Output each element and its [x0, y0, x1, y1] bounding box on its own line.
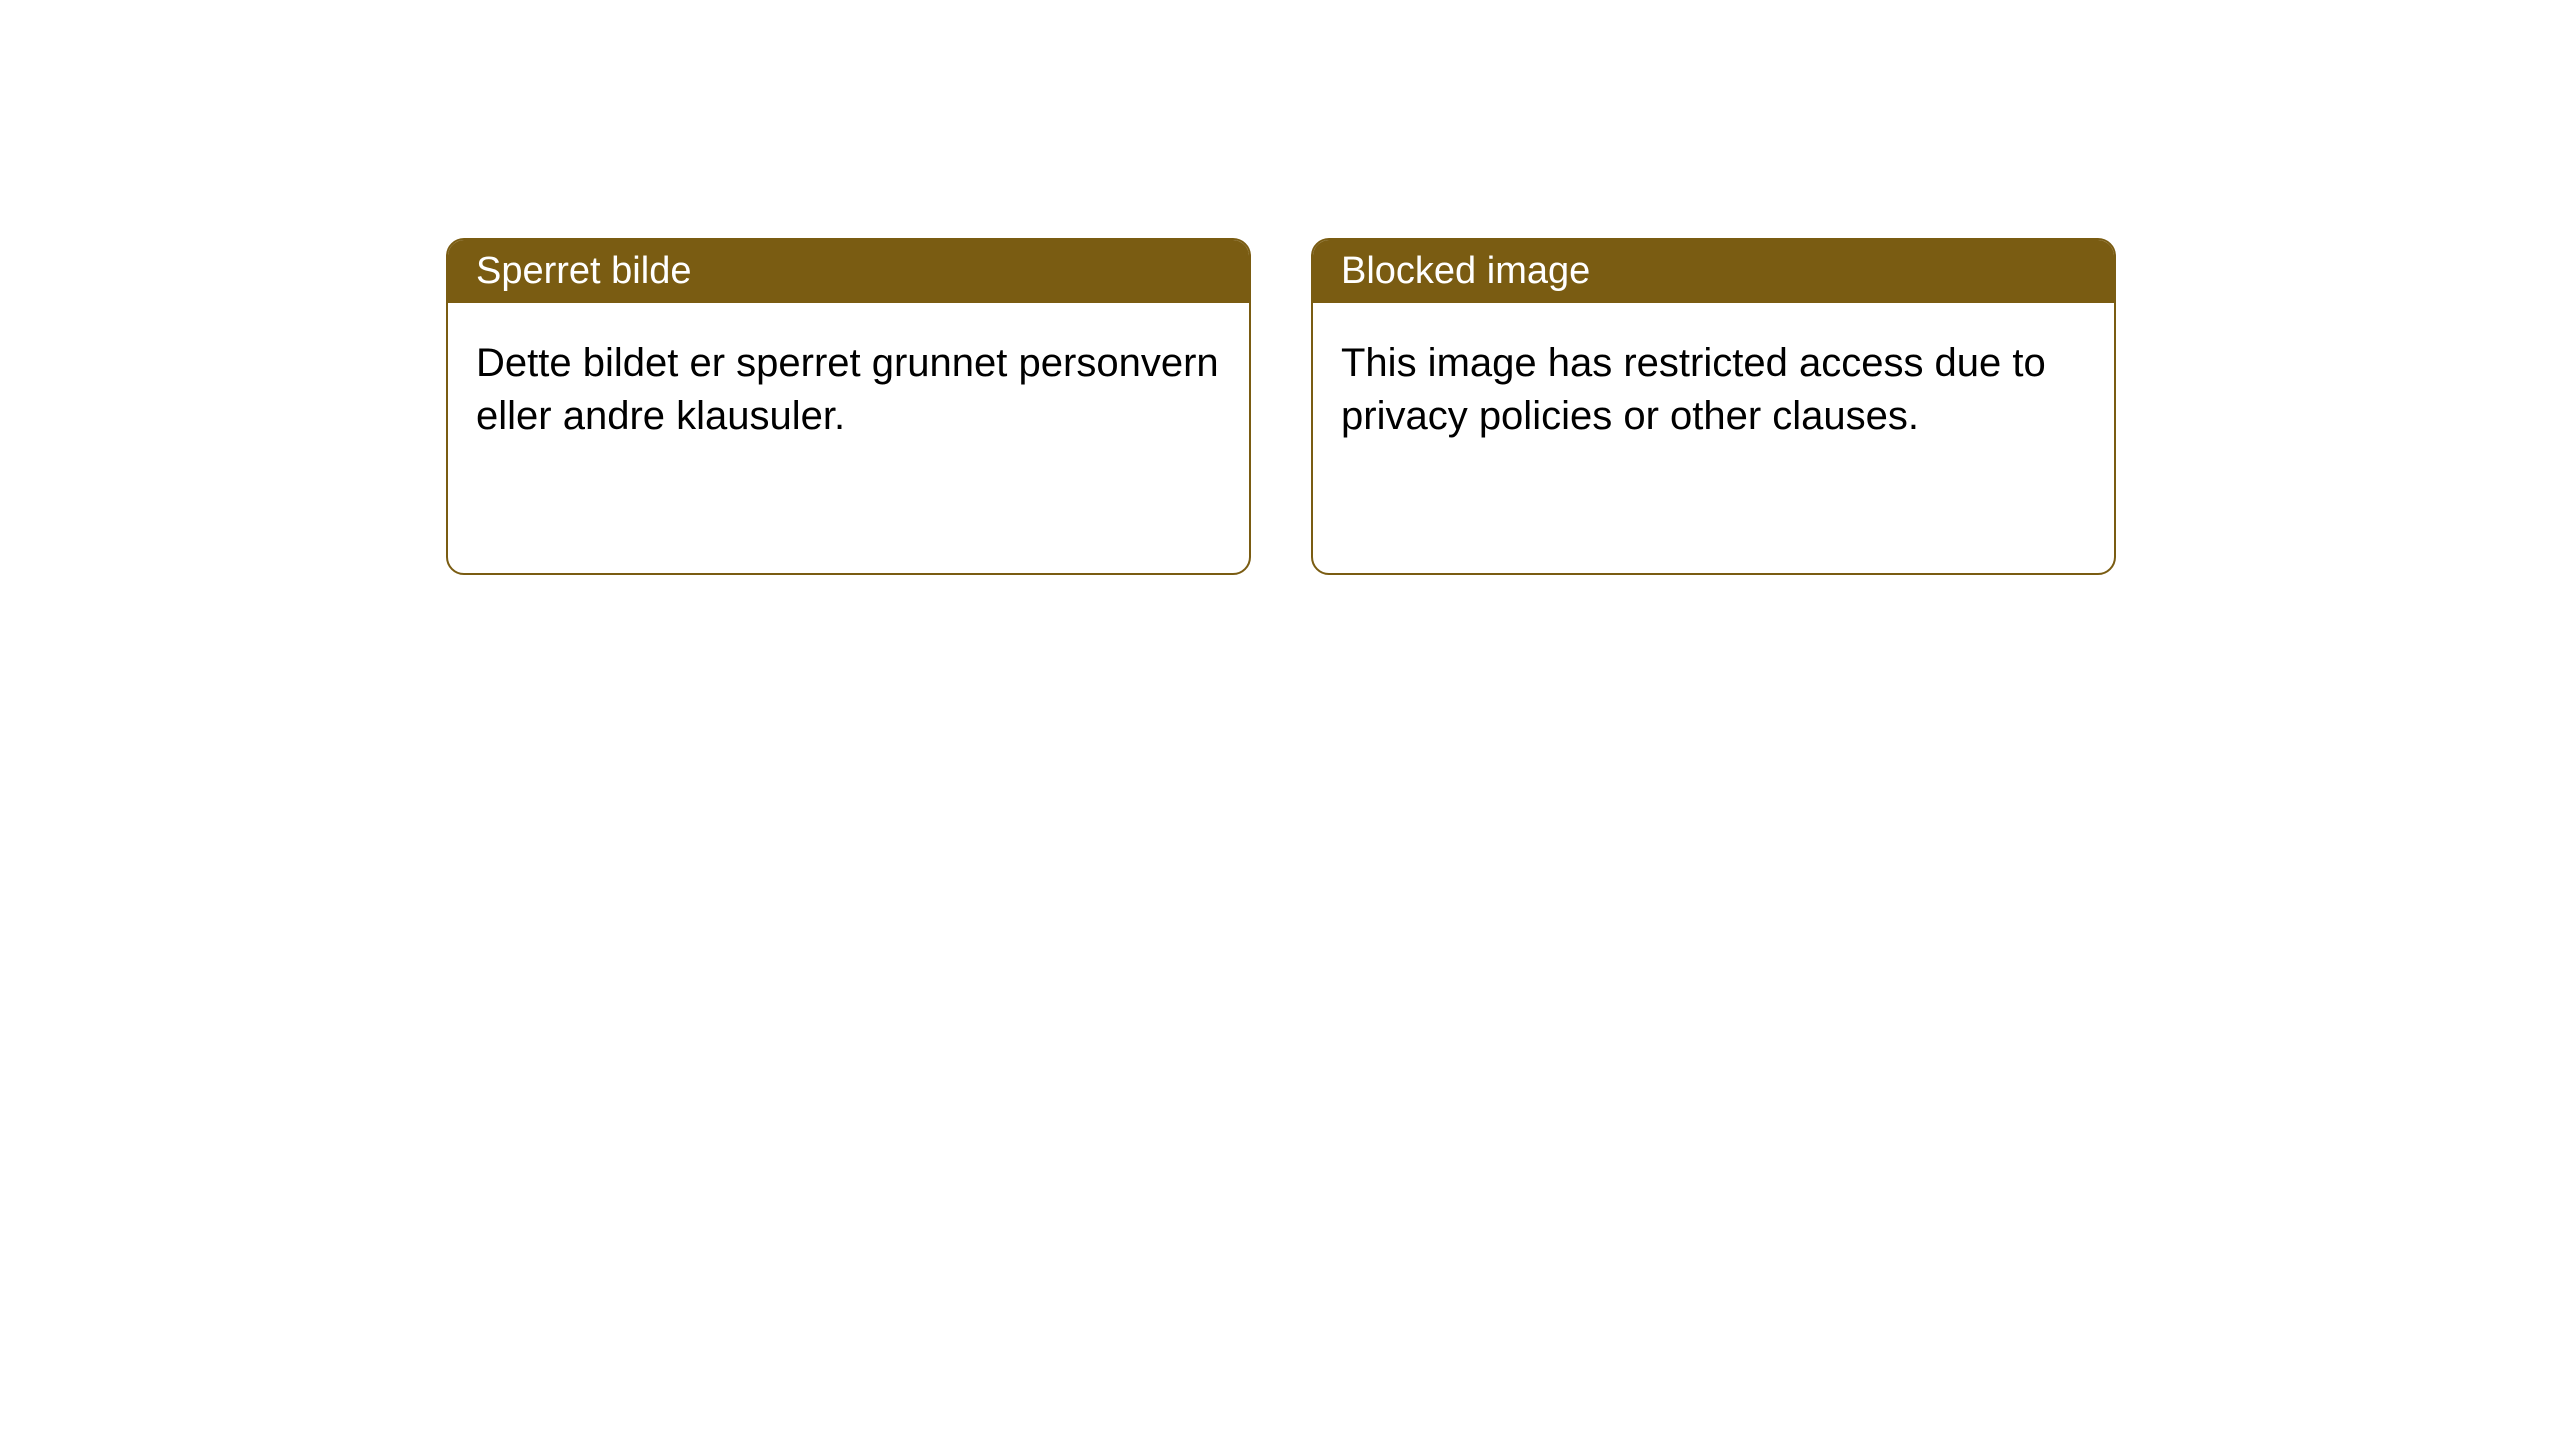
notice-card-english: Blocked image This image has restricted …: [1311, 238, 2116, 575]
notice-body-text: Dette bildet er sperret grunnet personve…: [448, 303, 1249, 573]
notice-title: Sperret bilde: [448, 240, 1249, 303]
notice-body-text: This image has restricted access due to …: [1313, 303, 2114, 573]
notice-card-norwegian: Sperret bilde Dette bildet er sperret gr…: [446, 238, 1251, 575]
notice-container: Sperret bilde Dette bildet er sperret gr…: [0, 0, 2560, 575]
notice-title: Blocked image: [1313, 240, 2114, 303]
